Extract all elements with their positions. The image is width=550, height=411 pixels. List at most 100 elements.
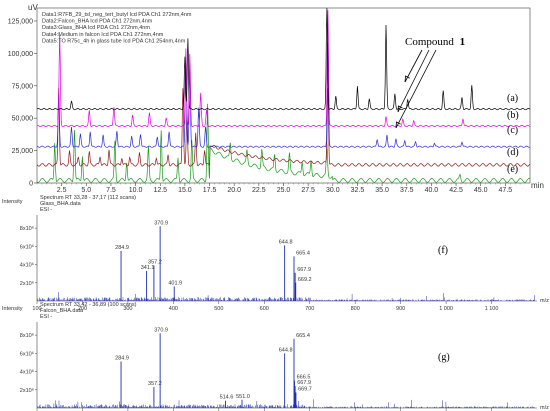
trace-label: (c) (507, 125, 518, 136)
spectrum-x-tick-label: 1 000 (439, 306, 453, 312)
spectrum-y-tick-label: 8x10⁶ (20, 332, 34, 339)
x-tick-label: 47.5 (499, 187, 513, 194)
spectrum-peak-label: 667.9 (297, 380, 311, 386)
x-tick-label: 37.5 (400, 187, 414, 194)
spectrum-y-label: Intensity (2, 199, 23, 205)
trace-label: (b) (507, 110, 519, 121)
chromatogram-y-label: uV (28, 3, 38, 12)
spectrum-peak-label: 284.9 (115, 356, 129, 362)
spectrum-header-line: Spectrum RT 33,28 - 37,17 (112 scans) (40, 195, 136, 201)
spectrum-x-label: m/z (540, 405, 549, 411)
spectrum-peak-label: 357.2 (148, 381, 162, 387)
spectrum-x-tick-label: 500 (214, 306, 223, 312)
spectrum-peak-label: 341.1 (141, 265, 155, 271)
trace-a (36, 7, 531, 111)
spectrum-y-tick-label: 2x10⁶ (20, 280, 34, 287)
x-tick-label: 42.5 (449, 187, 463, 194)
spectrum-peak-label: 644.8 (279, 239, 293, 245)
spectrum-peak-label: 370.9 (154, 220, 168, 226)
y-tick-label: 0 (29, 181, 33, 188)
x-tick-label: 45.0 (474, 187, 488, 194)
trace-label: (e) (507, 164, 518, 175)
compound-annotation: Compound 1 (395, 36, 466, 129)
spectrum-y-tick-label: 8x10⁶ (20, 225, 34, 232)
spectrum-peak-label: 669.2 (298, 277, 312, 283)
y-tick-label: 25,000 (12, 148, 34, 155)
spectrum-peak-label: 514.6 (220, 395, 234, 401)
chromatogram-traces: (a) (b) (c) (d) (e) (36, 7, 531, 183)
chromatogram-x-label: min (531, 181, 544, 190)
x-tick-label: 2.5 (57, 187, 67, 194)
spectrum-peak-label: 370.9 (154, 327, 168, 333)
y-tick-label: 75,000 (12, 83, 34, 90)
spectrum-header-line: ESI - (40, 207, 52, 213)
spectrum-y-label: Intensity (2, 306, 23, 312)
x-tick-label: 17.5 (203, 187, 217, 194)
compound-arrow-head (395, 121, 401, 129)
spectrum-y-tick-label: 6x10⁶ (20, 243, 34, 250)
spectrum-x-tick-label: 1 100 (485, 306, 499, 312)
compound-arrow-line (395, 49, 437, 129)
spectrum-noise (37, 399, 535, 408)
spectrum-peak-label: 669.7 (298, 387, 312, 393)
x-tick-label: 22.5 (252, 187, 266, 194)
spectrum-peak-label: 284.9 (115, 245, 129, 251)
spectrum-peak-label: 665.4 (296, 333, 310, 339)
trace-d (36, 87, 531, 167)
compound-label-number: 1 (460, 36, 466, 48)
spectrum-x-tick-label: 100 (32, 306, 41, 312)
spectrum-x-tick-label: 700 (305, 306, 314, 312)
x-tick-label: 20.0 (227, 187, 241, 194)
spectrum-x-tick-label: 800 (351, 306, 360, 312)
spectrum-x-tick-label: 400 (169, 306, 178, 312)
trace-b (36, 9, 531, 127)
spectrum-header-line: ESI - (40, 314, 52, 320)
spectrum-panel-label: (f) (438, 245, 448, 256)
spectrum-x-tick-label: 900 (396, 306, 405, 312)
spectrum-peak-label: 644.8 (279, 347, 293, 353)
spectrum-x-tick-label: 600 (260, 306, 269, 312)
compound-arrow-line (404, 49, 423, 83)
spectrum-header-line: Falcon_BHA.data (40, 308, 84, 314)
legend-entry: Data1:R7FB_29_tsl_neg_tert_butyl Icd PDA… (42, 12, 192, 18)
spectrum-header-line: Glass_BHA.data (40, 201, 82, 207)
legend-entry: Data4:Medium in falcon Icd PDA Ch1 272nm… (42, 32, 164, 38)
spectrum-y-tick-label: 6x10⁶ (20, 350, 34, 357)
y-tick-label: 100,000 (8, 51, 33, 58)
spectrum-x-label: m/z (540, 298, 549, 304)
x-tick-label: 15.0 (178, 187, 192, 194)
x-tick-label: 25.0 (277, 187, 291, 194)
mass-spectrum-f: Intensity Spectrum RT 33,28 - 37,17 (112 … (2, 195, 549, 312)
x-tick-label: 40.0 (425, 187, 439, 194)
spectrum-noise (37, 292, 535, 301)
y-tick-label: 125,000 (8, 18, 33, 25)
spectrum-y-tick-label: 4x10⁶ (20, 262, 34, 269)
spectrum-x-tick-label: 200 (78, 306, 87, 312)
legend-entry: Data5:TO R75c_4h in glass tube Icd PDA C… (42, 38, 186, 44)
legend-entry: Data2:Falcon_BHA Icd PDA Ch1 272nm,4nm (42, 19, 153, 25)
x-tick-label: 7.5 (106, 187, 116, 194)
spectrum-peak-label: 667.9 (297, 267, 311, 273)
legend-entry: Data3:Glass_BHA Icd PDA Ch1 272nm,4nm (42, 25, 150, 31)
trace-label: (d) (507, 147, 519, 158)
trace-e (36, 103, 531, 183)
x-tick-label: 12.5 (153, 187, 167, 194)
chromatogram-panel: uV min 125,000 100,000 75,000 50,000 25,000 0… (8, 3, 544, 194)
trace-label: (a) (507, 93, 518, 104)
compound-arrow-line (397, 49, 430, 113)
spectrum-peak-label: 551.0 (236, 394, 250, 400)
spectrum-y-tick-label: 4x10⁶ (20, 369, 34, 376)
mass-spectrum-g: Intensity Spectrum RT 33,42 - 36,89 (100 … (2, 302, 549, 411)
spectrum-panel-label: (g) (438, 352, 450, 363)
spectrum-peak-label: 401.9 (168, 280, 182, 286)
x-tick-label: 5.0 (81, 187, 91, 194)
spectrum-x-tick-label: 300 (123, 306, 132, 312)
x-tick-label: 10.0 (129, 187, 143, 194)
compound-arrow-head (397, 105, 403, 113)
compound-label-text: Compound (405, 36, 454, 48)
spectrum-header-line: Spectrum RT 33,42 - 36,89 (100 scans) (40, 302, 137, 308)
x-tick-label: 32.5 (351, 187, 365, 194)
trace-c (36, 43, 531, 148)
x-tick-label: 27.5 (301, 187, 315, 194)
